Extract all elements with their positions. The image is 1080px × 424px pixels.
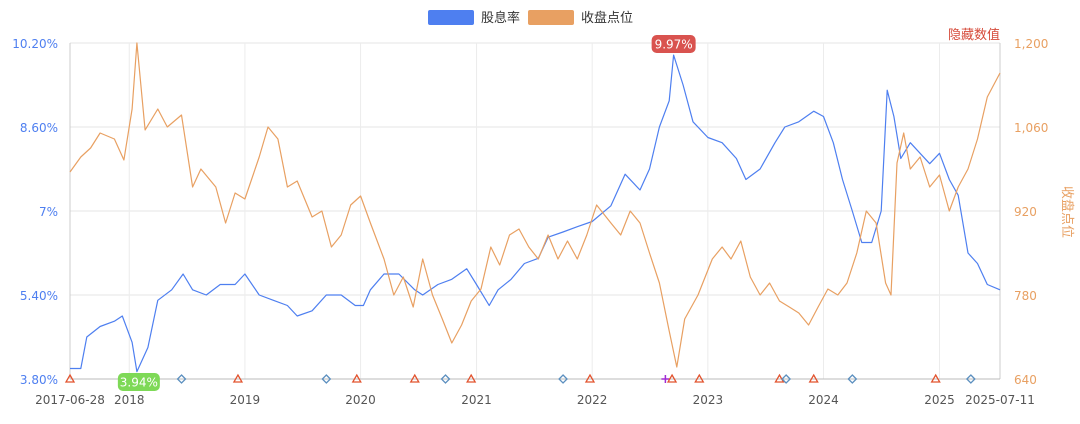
left-tick-label: 3.80%	[20, 373, 58, 387]
event-marker-triangle[interactable]	[409, 373, 420, 383]
min-annotation-label: 3.94%	[120, 376, 158, 390]
legend[interactable]: 股息率 收盘点位	[428, 10, 633, 26]
series-line-dividend-yield[interactable]	[70, 54, 1001, 373]
event-marker-triangle[interactable]	[808, 373, 819, 383]
left-tick-label: 7%	[39, 205, 58, 219]
legend-swatch-close-price	[528, 10, 574, 25]
series-line-close-price[interactable]	[69, 42, 1001, 368]
event-marker-triangle[interactable]	[774, 373, 785, 383]
right-tick-label: 640	[1014, 373, 1037, 387]
legend-label-close-price: 收盘点位	[581, 10, 633, 26]
event-marker-diamond[interactable]	[176, 374, 187, 384]
event-marker-plus[interactable]	[661, 375, 670, 383]
hidden-values-toggle[interactable]: 隐藏数值	[948, 27, 1000, 43]
min-annotation-badge	[117, 373, 160, 391]
event-marker-diamond[interactable]	[321, 374, 332, 384]
event-marker-diamond[interactable]	[965, 374, 976, 384]
x-tick-label: 2023	[693, 393, 724, 407]
x-tick-label: 2024	[808, 393, 839, 407]
x-tick-label: 2019	[230, 393, 261, 407]
x-tick-label: 2017-06-28	[35, 393, 105, 407]
event-marker-diamond[interactable]	[440, 374, 451, 384]
x-tick-label: 2021	[461, 393, 492, 407]
event-marker-triangle[interactable]	[64, 373, 76, 383]
legend-item-close-price[interactable]: 收盘点位	[528, 10, 633, 26]
x-tick-label: 2022	[577, 393, 608, 407]
series	[69, 42, 1001, 373]
x-axis: 2017-06-28 2018 2019 2020 2021 2022 2023 2024 20…	[35, 393, 1035, 407]
legend-label-dividend-yield: 股息率	[481, 10, 520, 26]
event-marker-triangle[interactable]	[351, 373, 362, 383]
right-axis: 1,200 1,060 920 780 640	[1014, 37, 1048, 387]
max-annotation-badge	[651, 35, 696, 53]
event-marker-triangle[interactable]	[666, 373, 678, 383]
right-tick-label: 1,200	[1014, 37, 1048, 51]
right-tick-label: 920	[1014, 205, 1037, 219]
left-tick-label: 5.40%	[20, 289, 58, 303]
left-axis: 10.20% 8.60% 7% 5.40% 3.80%	[12, 37, 58, 387]
event-marker-diamond[interactable]	[847, 374, 858, 384]
annotations: 9.97% 3.94%	[117, 35, 696, 391]
right-axis-title: 收盘点位	[1059, 186, 1075, 238]
legend-swatch-dividend-yield	[428, 10, 474, 25]
right-tick-label: 1,060	[1014, 121, 1048, 135]
event-marker-triangle[interactable]	[584, 373, 596, 383]
left-tick-label: 8.60%	[20, 121, 58, 135]
left-tick-label: 10.20%	[12, 37, 58, 51]
event-marker-triangle[interactable]	[694, 373, 705, 383]
x-tick-label: 2020	[345, 393, 376, 407]
max-annotation-label: 9.97%	[655, 38, 693, 52]
x-tick-label: 2018	[114, 393, 145, 407]
event-marker-triangle[interactable]	[466, 373, 477, 383]
event-marker-triangle[interactable]	[930, 373, 941, 383]
event-marker-diamond[interactable]	[781, 374, 792, 384]
legend-item-dividend-yield[interactable]: 股息率	[428, 10, 520, 26]
grid	[69, 42, 1001, 380]
event-marker-triangle[interactable]	[232, 373, 244, 383]
x-tick-label: 2025	[924, 393, 955, 407]
right-tick-label: 780	[1014, 289, 1037, 303]
event-marker-diamond[interactable]	[558, 374, 568, 384]
x-tick-label: 2025-07-11	[965, 393, 1035, 407]
